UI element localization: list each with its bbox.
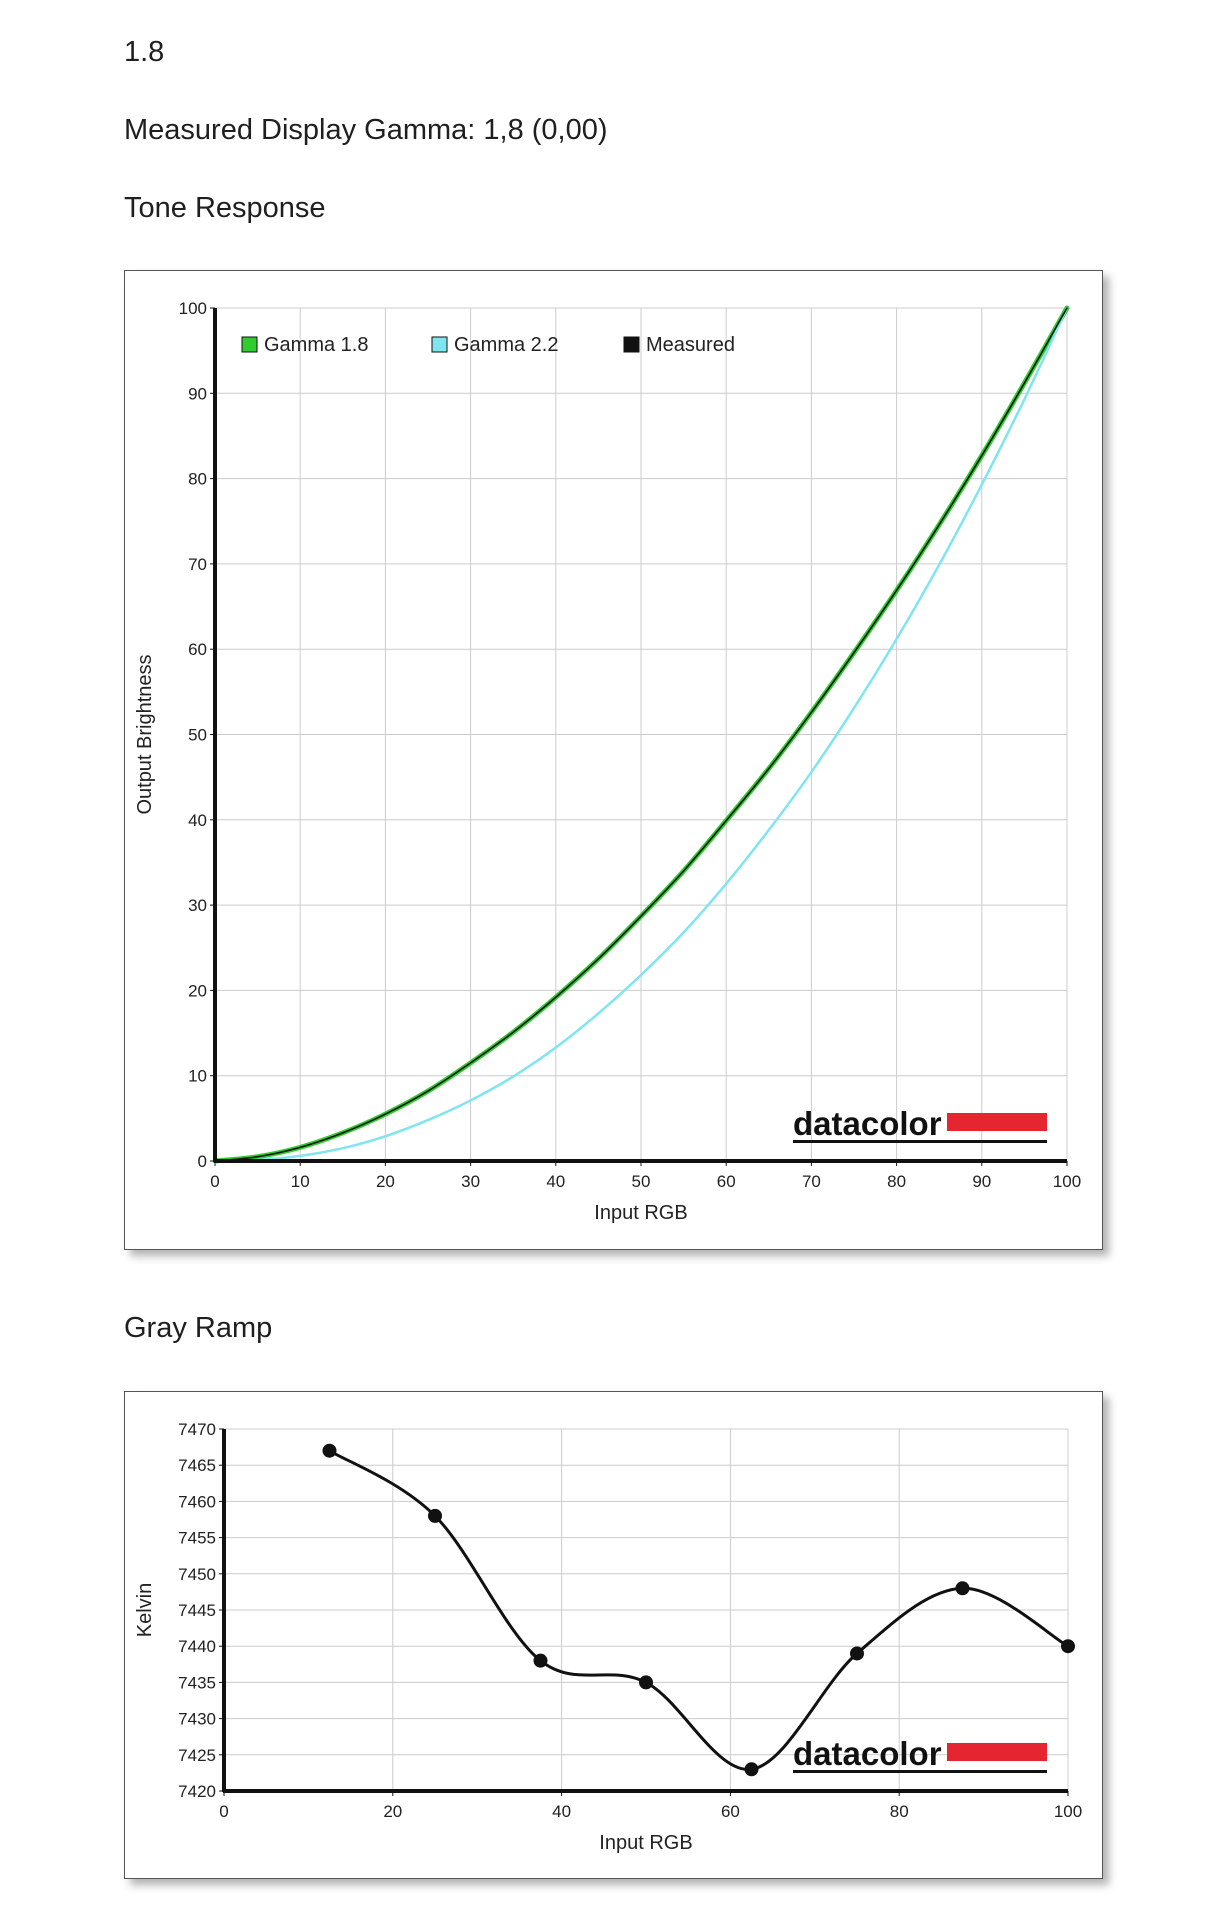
- y-axis-label: Kelvin: [134, 1583, 156, 1637]
- x-tick-label: 0: [210, 1172, 219, 1191]
- y-tick-label: 60: [188, 640, 207, 659]
- data-point: [322, 1443, 337, 1458]
- y-tick-label: 7470: [178, 1420, 216, 1439]
- y-tick-label: 7440: [178, 1637, 216, 1656]
- data-point: [850, 1646, 864, 1661]
- legend-swatch: [623, 336, 640, 353]
- data-point: [1061, 1639, 1075, 1654]
- y-tick-label: 7430: [178, 1710, 216, 1729]
- tone-response-chart: 0 10 20 30 40 50 60 70 80 90 100 0 10 20 30 40 50 60 70 80 9…: [134, 299, 1081, 1224]
- datacolor-logo-text: datacolor: [793, 1735, 942, 1772]
- data-point: [955, 1581, 970, 1596]
- data-point: [744, 1762, 759, 1777]
- data-point: [533, 1653, 548, 1668]
- legend-swatch: [431, 336, 448, 353]
- x-tick-label: 70: [802, 1172, 821, 1191]
- legend-swatch: [241, 336, 258, 353]
- x-tick-label: 100: [1053, 1172, 1081, 1191]
- y-tick-label: 90: [188, 384, 207, 403]
- y-tick-label: 7425: [178, 1746, 216, 1765]
- gray-ramp-title: Gray Ramp: [124, 1312, 273, 1344]
- y-tick-label: 100: [179, 299, 207, 318]
- y-tick-label: 7435: [178, 1673, 216, 1692]
- data-point: [639, 1675, 653, 1690]
- y-tick-label: 7450: [178, 1565, 216, 1584]
- x-tick-label: 60: [721, 1802, 740, 1821]
- x-tick-label: 20: [376, 1172, 395, 1191]
- legend-label: Gamma 1.8: [264, 334, 368, 356]
- tone-response-title: Tone Response: [124, 192, 326, 224]
- datacolor-logo-bar: [947, 1113, 1047, 1131]
- x-tick-label: 80: [890, 1802, 909, 1821]
- y-tick-label: 40: [188, 811, 207, 830]
- y-tick-label: 50: [188, 726, 207, 745]
- y-tick-label: 7455: [178, 1529, 216, 1548]
- x-axis-label: Input RGB: [594, 1202, 687, 1224]
- x-tick-label: 50: [632, 1172, 651, 1191]
- tone-response-panel: 0 10 20 30 40 50 60 70 80 90 100 0 10 20 30 40 50 60 70 80 9…: [124, 270, 1103, 1250]
- gray-ramp-panel: 0 20 40 60 80 100 7420 7425 7430 7435 7440 7445 7450…: [124, 1391, 1103, 1879]
- y-tick-label: 7420: [178, 1782, 216, 1801]
- data-point: [428, 1508, 442, 1523]
- datacolor-logo-bar: [947, 1743, 1047, 1761]
- x-axis-label: Input RGB: [599, 1832, 692, 1854]
- legend-label: Measured: [646, 334, 735, 356]
- y-tick-label: 80: [188, 470, 207, 489]
- y-tick-label: 7460: [178, 1492, 216, 1511]
- y-tick-label: 7465: [178, 1456, 216, 1475]
- x-tick-label: 90: [972, 1172, 991, 1191]
- datacolor-logo-underline: [793, 1770, 1047, 1773]
- x-tick-label: 40: [546, 1172, 565, 1191]
- y-tick-label: 10: [188, 1067, 207, 1086]
- y-tick-label: 20: [188, 981, 207, 1000]
- x-tick-label: 30: [461, 1172, 480, 1191]
- y-tick-label: 70: [188, 555, 207, 574]
- measured-gamma-label: Measured Display Gamma: 1,8 (0,00): [124, 114, 608, 146]
- gamma-value: 1.8: [124, 36, 165, 68]
- series-line-gamma-2-2: [213, 306, 1069, 1163]
- y-tick-label: 0: [198, 1152, 207, 1171]
- x-tick-label: 100: [1054, 1802, 1082, 1821]
- x-tick-label: 80: [887, 1172, 906, 1191]
- x-tick-label: 0: [219, 1802, 228, 1821]
- datacolor-logo-text: datacolor: [793, 1105, 942, 1142]
- series-line-kelvin: [328, 1449, 1070, 1771]
- datacolor-logo-underline: [793, 1140, 1047, 1143]
- x-tick-label: 10: [291, 1172, 310, 1191]
- x-tick-label: 20: [383, 1802, 402, 1821]
- gray-ramp-chart: 0 20 40 60 80 100 7420 7425 7430 7435 7440 7445 7450…: [134, 1420, 1082, 1854]
- x-tick-label: 40: [552, 1802, 571, 1821]
- y-tick-label: 30: [188, 896, 207, 915]
- y-axis-label: Output Brightness: [134, 654, 156, 814]
- legend-label: Gamma 2.2: [454, 334, 558, 356]
- series-line-measured: [214, 307, 1068, 1162]
- x-tick-label: 60: [717, 1172, 736, 1191]
- y-tick-label: 7445: [178, 1601, 216, 1620]
